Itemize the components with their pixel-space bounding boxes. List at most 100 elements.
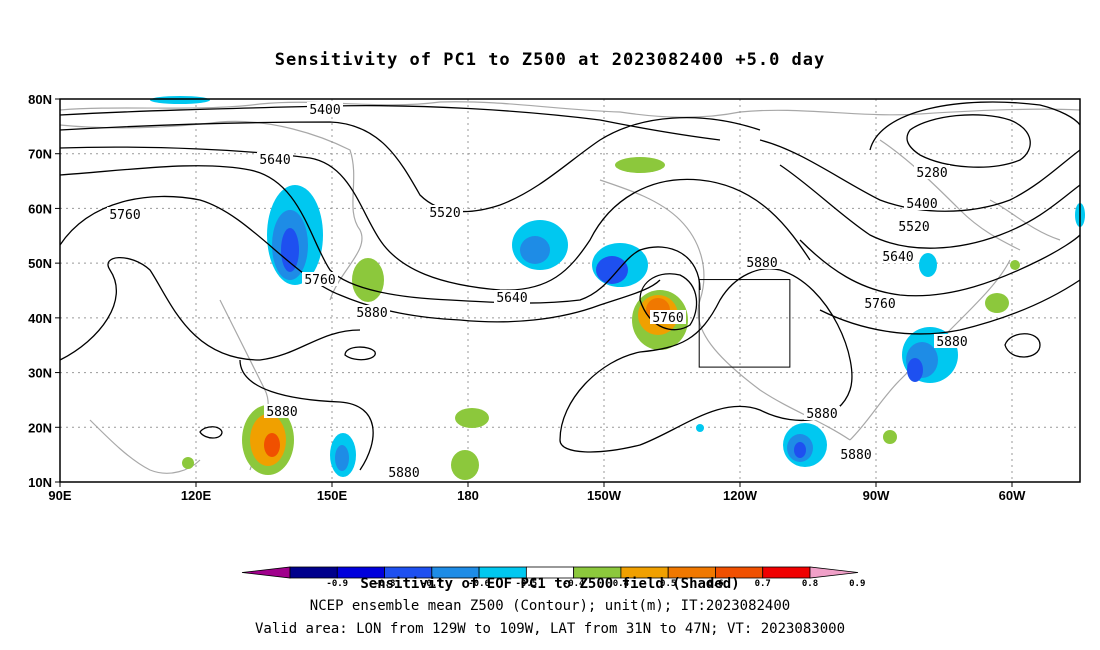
colorbar-label: -0.4 <box>563 579 585 589</box>
sensitivity-patch <box>520 236 550 264</box>
contour-label-bg <box>804 406 840 420</box>
sensitivity-patch <box>150 96 210 104</box>
longitude-labels: 90E 120E 150E 180 150W 120W 90W 60W <box>48 482 1026 503</box>
contour-label-bg <box>107 207 143 221</box>
contour-5640-east <box>779 164 1081 249</box>
contour-label-bg <box>650 310 686 324</box>
colorbar-label: 0.6 <box>707 579 723 589</box>
chart-title: Sensitivity of PC1 to Z500 at 2023082400… <box>274 50 826 70</box>
contour-5760-north <box>59 165 701 304</box>
lon-label: 120E <box>181 488 212 503</box>
contour-label: 5880 <box>936 335 967 350</box>
sensitivity-patch <box>919 253 937 277</box>
colorbar-label: 0.5 <box>660 579 676 589</box>
contour-5880-mid <box>559 268 853 453</box>
contour-label-bg <box>914 165 950 179</box>
contour-label: 5520 <box>429 206 460 221</box>
colorbar-label: -0.6 <box>468 579 490 589</box>
contour-label: 5640 <box>882 250 913 265</box>
lon-label: 90E <box>48 488 71 503</box>
lon-label: 120W <box>723 488 758 503</box>
lat-label: 10N <box>28 475 52 490</box>
contour-label-bg <box>862 296 898 310</box>
sensitivity-patch <box>352 258 384 302</box>
contour-5400 <box>59 104 721 141</box>
sensitivity-patch <box>985 293 1009 313</box>
contour-5280 <box>906 114 1031 168</box>
contour-label-bg <box>307 102 343 116</box>
contour-5520-east <box>759 139 1081 212</box>
contour-label: 5880 <box>356 306 387 321</box>
colorbar-label: 0.4 <box>613 579 630 589</box>
lon-label: 150W <box>587 488 622 503</box>
contour-label: 5760 <box>864 297 895 312</box>
contour-label: 5880 <box>388 466 419 481</box>
sensitivity-patch <box>883 430 897 444</box>
contour-label-bg <box>386 465 422 479</box>
sensitivity-patch <box>596 256 628 284</box>
colorbar-label: 0.7 <box>755 579 771 589</box>
grid-lines <box>60 99 1080 482</box>
lat-label: 70N <box>28 147 52 162</box>
contour-5880-ring-a <box>344 346 376 361</box>
lon-label: 90W <box>863 488 890 503</box>
colorbar-label: -0.5 <box>516 579 538 589</box>
contour-label: 5760 <box>652 311 683 326</box>
sensitivity-patch <box>794 442 806 458</box>
map-frame <box>59 98 1081 483</box>
contour-label: 5640 <box>259 153 290 168</box>
colorbar-label: 0.9 <box>849 579 865 589</box>
colorbar-label: 0.8 <box>802 579 818 589</box>
sensitivity-patch <box>182 457 194 469</box>
contour-5760-east <box>799 234 1081 297</box>
map-background <box>60 99 1080 482</box>
lat-label: 40N <box>28 311 52 326</box>
contour-label-bg <box>838 447 874 461</box>
contour-label-bg <box>257 152 293 166</box>
sensitivity-patch <box>696 424 704 432</box>
contour-label-bg <box>354 305 390 319</box>
contour-5880-trough <box>59 257 361 361</box>
latitude-labels: 80N 70N 60N 50N 40N 30N 20N 10N <box>28 92 60 490</box>
contour-label: 5400 <box>309 103 340 118</box>
contour-label: 5880 <box>746 256 777 271</box>
contour-label-bg <box>264 404 300 418</box>
sensitivity-patch <box>907 358 923 382</box>
sensitivity-shading <box>150 96 1085 480</box>
contour-label-bg <box>427 205 463 219</box>
colorbar-label: -0.7 <box>421 579 443 589</box>
contour-5880-ring-b <box>1004 333 1041 358</box>
sensitivity-patch <box>264 433 280 457</box>
caption-contour: NCEP ensemble mean Z500 (Contour); unit(… <box>309 598 791 614</box>
contour-label-bg <box>302 272 338 286</box>
contour-label: 5880 <box>840 448 871 463</box>
lon-label: 150E <box>317 488 348 503</box>
sensitivity-patch <box>1010 260 1020 270</box>
contour-5400-east <box>869 101 1081 151</box>
lat-label: 50N <box>28 256 52 271</box>
sensitivity-patch <box>451 450 479 480</box>
contour-label: 5280 <box>916 166 947 181</box>
colorbar: -0.9 -0.8 -0.7 -0.6 -0.5 -0.4 0.4 0.5 0.6 0.7 0.8 0… <box>241 566 865 589</box>
colorbar-label: -0.8 <box>374 579 396 589</box>
contour-label: 5760 <box>109 208 140 223</box>
lat-label: 60N <box>28 201 52 216</box>
lat-label: 30N <box>28 366 52 381</box>
contour-label-bg <box>896 219 932 233</box>
contour-label: 5400 <box>906 197 937 212</box>
sensitivity-patch <box>615 157 665 173</box>
caption-valid-area: Valid area: LON from 129W to 109W, LAT f… <box>254 621 845 637</box>
lat-label: 80N <box>28 92 52 107</box>
contour-label-bg <box>744 255 780 269</box>
lon-label: 180 <box>457 488 479 503</box>
sensitivity-patch <box>281 228 299 272</box>
contour-5760-loop <box>639 273 698 331</box>
contour-label-bg <box>904 196 940 210</box>
valid-area-box <box>698 279 791 368</box>
contour-label: 5640 <box>496 291 527 306</box>
lon-label: 60W <box>999 488 1026 503</box>
contour-label-bg <box>934 334 970 348</box>
contour-label-bg <box>494 290 530 304</box>
colorbar-label: -0.9 <box>326 579 348 589</box>
